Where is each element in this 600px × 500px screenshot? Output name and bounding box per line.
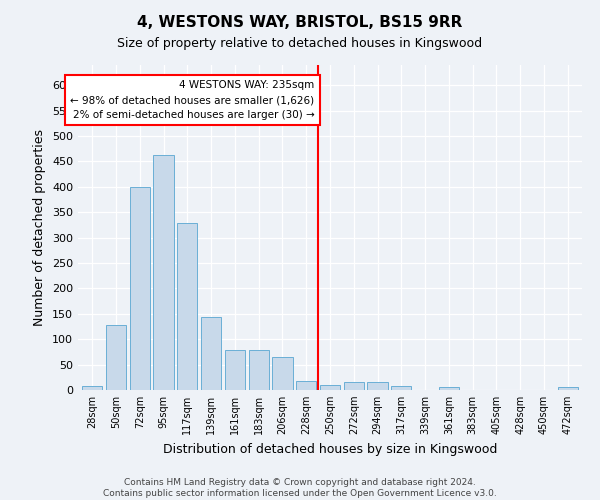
Bar: [225, 350, 245, 390]
Bar: [177, 224, 197, 390]
Bar: [557, 388, 578, 390]
X-axis label: Distribution of detached houses by size in Kingswood: Distribution of detached houses by size …: [163, 442, 497, 456]
Text: 4, WESTONS WAY, BRISTOL, BS15 9RR: 4, WESTONS WAY, BRISTOL, BS15 9RR: [137, 15, 463, 30]
Bar: [272, 357, 293, 390]
Bar: [106, 325, 126, 390]
Bar: [367, 382, 388, 390]
Bar: [344, 382, 364, 390]
Bar: [320, 385, 340, 390]
Bar: [391, 386, 412, 390]
Bar: [82, 386, 103, 390]
Text: Contains HM Land Registry data © Crown copyright and database right 2024.
Contai: Contains HM Land Registry data © Crown c…: [103, 478, 497, 498]
Bar: [248, 350, 269, 390]
Text: Size of property relative to detached houses in Kingswood: Size of property relative to detached ho…: [118, 38, 482, 51]
Bar: [154, 155, 173, 390]
Text: 4 WESTONS WAY: 235sqm
← 98% of detached houses are smaller (1,626)
2% of semi-de: 4 WESTONS WAY: 235sqm ← 98% of detached …: [70, 80, 314, 120]
Bar: [439, 388, 459, 390]
Bar: [296, 381, 316, 390]
Bar: [201, 318, 221, 390]
Y-axis label: Number of detached properties: Number of detached properties: [34, 129, 46, 326]
Bar: [130, 187, 150, 390]
